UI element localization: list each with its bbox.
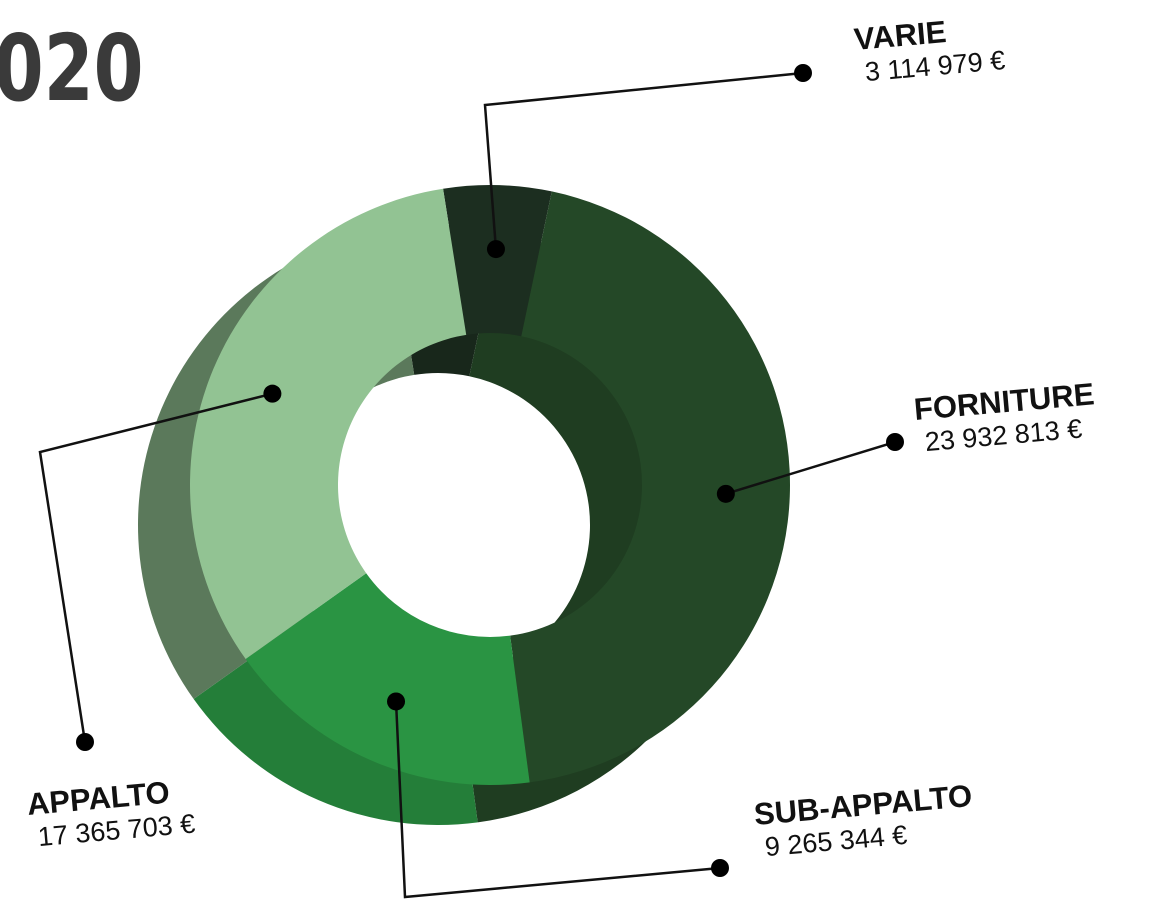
slice bbox=[189, 188, 467, 660]
leader-dot bbox=[486, 240, 505, 259]
leader-line bbox=[394, 701, 721, 899]
leader-dot bbox=[387, 692, 406, 711]
slice bbox=[245, 573, 530, 785]
leader-dot bbox=[711, 859, 729, 877]
slice bbox=[510, 191, 791, 783]
leader-line bbox=[38, 392, 273, 743]
leader-line bbox=[725, 440, 896, 496]
leader-dot bbox=[716, 484, 735, 503]
leader-dot bbox=[76, 733, 94, 751]
slice bbox=[443, 185, 552, 337]
category-label: VARIE bbox=[853, 14, 948, 57]
leader-dot bbox=[886, 433, 904, 451]
leader-dot bbox=[794, 64, 812, 82]
chart-title: 020 bbox=[0, 15, 144, 122]
leader-line bbox=[483, 71, 804, 250]
leader-dot bbox=[263, 384, 282, 403]
